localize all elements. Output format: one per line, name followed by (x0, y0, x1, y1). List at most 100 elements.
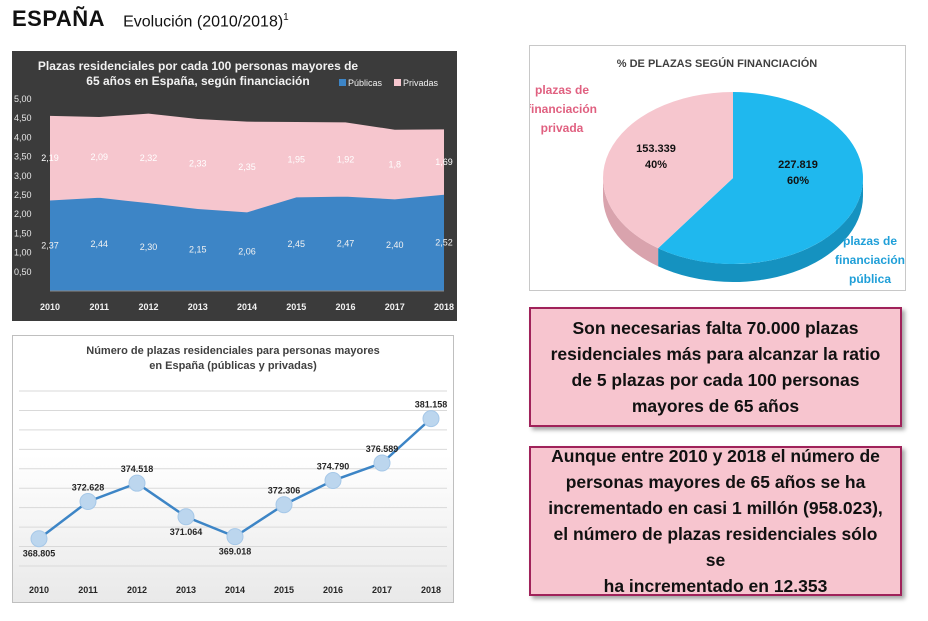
x-tick-label: 2012 (127, 585, 147, 595)
pie-slice-publica (658, 92, 863, 264)
line-chart-title-line1: Número de plazas residenciales para pers… (86, 345, 379, 357)
pie-value-label-publica: 227.819 (778, 159, 818, 171)
data-label: 381.158 (415, 400, 448, 410)
x-tick-label: 2014 (225, 585, 245, 595)
pie-wall-privada (603, 178, 659, 267)
pie-category-label-publica: pública (849, 272, 891, 286)
data-point (373, 454, 391, 472)
pie-category-label-publica: financiación (835, 253, 905, 267)
legend-label-publicas: Públicas (348, 78, 383, 88)
y-tick-label: 3,50 (14, 152, 32, 162)
legend-swatch-publicas (339, 79, 346, 86)
note-1-text: Son necesarias falta 70.000 plazas resid… (551, 315, 881, 419)
data-label-privadas: 1,69 (435, 157, 453, 167)
x-tick-label: 2015 (286, 302, 306, 312)
page-header: ESPAÑA Evolución (2010/2018)1 (12, 6, 289, 36)
data-label: 372.306 (268, 486, 301, 496)
x-tick-label: 2015 (274, 585, 294, 595)
data-point (79, 493, 97, 511)
y-tick-label: 4,50 (14, 113, 32, 123)
y-tick-label: 4,00 (14, 132, 32, 142)
data-point (422, 410, 440, 428)
pie-value-label-privada: 153.339 (636, 143, 676, 155)
x-tick-label: 2016 (323, 585, 343, 595)
note-line: mayores de 65 años (631, 396, 800, 416)
x-tick-label: 2013 (188, 302, 208, 312)
x-tick-label: 2012 (138, 302, 158, 312)
data-label-publicas: 2,52 (435, 238, 453, 248)
note-2-text: Aunque entre 2010 y 2018 el número de pe… (543, 443, 888, 599)
x-tick-label: 2013 (176, 585, 196, 595)
data-point (226, 528, 244, 546)
area-chart-title-line2: 65 años en España, según financiación (86, 74, 309, 88)
page-subtitle: Evolución (2010/2018)1 (123, 12, 289, 31)
series-line (38, 417, 432, 540)
note-line: Aunque entre 2010 y 2018 el número de (551, 446, 880, 466)
series-area-publicas (50, 194, 444, 291)
data-point (128, 474, 146, 492)
data-point (177, 508, 195, 526)
data-label: 372.628 (72, 483, 105, 493)
x-tick-label: 2017 (372, 585, 392, 595)
note-line: el número de plazas residenciales sólo s… (553, 524, 878, 570)
data-label-publicas: 2,45 (287, 239, 305, 249)
series-area-privadas (50, 113, 444, 212)
line-chart-panel: Número de plazas residenciales para pers… (12, 335, 454, 603)
note-line: personas mayores de 65 años se ha (565, 472, 866, 492)
note-line: de 5 plazas por cada 100 personas (571, 370, 860, 390)
note-box-2: Aunque entre 2010 y 2018 el número de pe… (529, 446, 902, 596)
y-tick-label: 1,00 (14, 248, 32, 258)
data-point (324, 472, 342, 490)
data-label-publicas: 2,47 (337, 239, 355, 249)
note-box-1: Son necesarias falta 70.000 plazas resid… (529, 307, 902, 427)
line-chart-title-line2: en España (públicas y privadas) (149, 360, 317, 372)
data-label: 374.518 (121, 464, 154, 474)
pie-category-label-privada: plazas de (535, 83, 589, 97)
area-chart: Plazas residenciales por cada 100 person… (14, 59, 454, 312)
x-tick-label: 2018 (421, 585, 441, 595)
data-label-publicas: 2,15 (189, 245, 207, 255)
footnote-mark: 1 (283, 11, 289, 23)
data-label-privadas: 1,8 (388, 159, 401, 169)
data-label-publicas: 2,37 (41, 240, 59, 250)
x-tick-label: 2010 (40, 302, 60, 312)
y-tick-label: 3,00 (14, 171, 32, 181)
pie-wall-publica (658, 178, 863, 282)
pie-chart-title: % DE PLAZAS SEGÚN FINANCIACIÓN (617, 57, 818, 70)
legend-label-privadas: Privadas (403, 78, 439, 88)
pie-category-label-privada: privada (541, 121, 584, 135)
data-label-privadas: 2,19 (41, 153, 59, 163)
pie-percent-label-privada: 40% (645, 159, 667, 171)
x-tick-label: 2014 (237, 302, 257, 312)
area-chart-panel: Plazas residenciales por cada 100 person… (12, 51, 457, 321)
data-point (275, 496, 293, 514)
data-label: 368.805 (23, 549, 56, 559)
x-tick-label: 2011 (89, 302, 109, 312)
y-tick-label: 0,50 (14, 267, 32, 277)
x-tick-label: 2010 (29, 585, 49, 595)
data-label: 376.589 (366, 444, 399, 454)
y-tick-label: 5,00 (14, 94, 32, 104)
legend-swatch-privadas (394, 79, 401, 86)
series-boundary-line (49, 193, 445, 213)
data-label-publicas: 2,30 (140, 242, 158, 252)
data-label-privadas: 2,32 (140, 153, 158, 163)
x-tick-label: 2016 (335, 302, 355, 312)
note-line: incrementado en casi 1 millón (958.023), (548, 498, 883, 518)
data-label-privadas: 1,95 (287, 154, 305, 164)
pie-chart-panel: % DE PLAZAS SEGÚN FINANCIACIÓN 227.819 60%… (527, 45, 906, 291)
note-line: residenciales más para alcanzar la ratio (550, 344, 881, 364)
pie-category-label-publica: plazas de (843, 234, 897, 248)
y-tick-label: 2,50 (14, 190, 32, 200)
country-title: ESPAÑA (12, 6, 106, 31)
pie-percent-label-publica: 60% (787, 175, 809, 187)
note-line: ha incrementado en 12.353 (603, 576, 828, 596)
data-label: 369.018 (219, 547, 252, 557)
pie-chart: % DE PLAZAS SEGÚN FINANCIACIÓN 227.819 60%… (527, 57, 905, 286)
note-line: Son necesarias falta 70.000 plazas (572, 318, 859, 338)
pie-category-label-privada: financiación (530, 102, 597, 116)
y-tick-label: 1,50 (14, 228, 32, 238)
data-point (30, 530, 48, 548)
area-chart-title-line1: Plazas residenciales por cada 100 person… (38, 59, 359, 73)
data-label-publicas: 2,40 (386, 240, 404, 250)
